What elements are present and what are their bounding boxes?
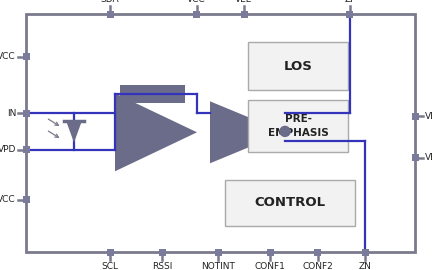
Bar (193, 11, 200, 18)
Bar (267, 248, 273, 255)
Polygon shape (210, 101, 285, 163)
Bar (26, 14, 415, 252)
Bar (248, 42, 348, 90)
Bar (120, 85, 185, 103)
Text: PRE-
EMPHASIS: PRE- EMPHASIS (268, 114, 328, 138)
Bar (248, 100, 348, 152)
Bar (412, 154, 419, 161)
Text: VCC: VCC (187, 0, 206, 4)
Bar (22, 53, 29, 60)
Text: CONF2: CONF2 (302, 262, 333, 270)
Circle shape (280, 126, 290, 136)
Text: VEE: VEE (235, 0, 253, 4)
Text: NOTINT: NOTINT (201, 262, 235, 270)
Bar (107, 11, 114, 18)
Bar (241, 11, 248, 18)
Bar (362, 248, 368, 255)
Bar (22, 146, 29, 153)
Bar (22, 196, 29, 203)
Text: RSSI: RSSI (152, 262, 172, 270)
Polygon shape (66, 121, 82, 143)
Text: SCL: SCL (102, 262, 119, 270)
Bar (225, 180, 355, 226)
Text: VEE: VEE (425, 112, 432, 121)
Text: SDA: SDA (101, 0, 120, 4)
Text: CONTROL: CONTROL (254, 197, 326, 210)
Text: ZN: ZN (359, 262, 372, 270)
Text: VCC: VCC (0, 195, 16, 204)
Text: IN: IN (6, 109, 16, 118)
Text: LOS: LOS (283, 59, 312, 73)
Bar (107, 248, 114, 255)
Bar (412, 113, 419, 120)
Text: VEE: VEE (425, 153, 432, 163)
Bar (215, 248, 222, 255)
Polygon shape (115, 93, 197, 171)
Text: VPD: VPD (0, 145, 16, 154)
Text: ZP: ZP (344, 0, 356, 4)
Bar (159, 248, 165, 255)
Bar (314, 248, 321, 255)
Text: VCC: VCC (0, 52, 16, 61)
Text: CONF1: CONF1 (254, 262, 286, 270)
Bar (22, 110, 29, 117)
Bar (346, 11, 353, 18)
